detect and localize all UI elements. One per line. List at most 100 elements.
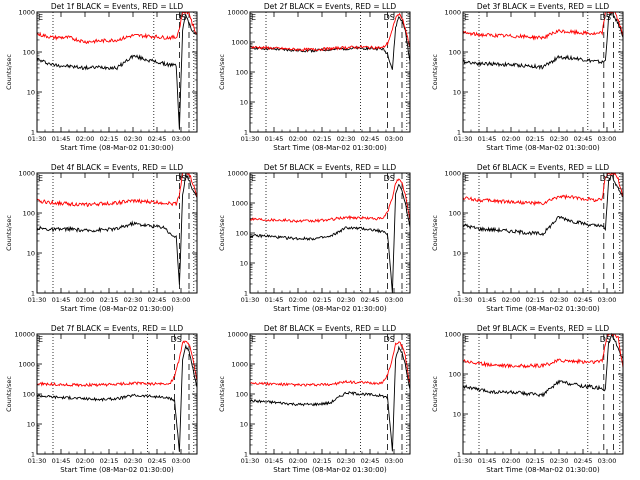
x-tick-label: 02:00 (76, 296, 95, 304)
x-tick-label: 02:00 (502, 135, 521, 143)
x-tick-label: 02:15 (313, 457, 332, 465)
corner-mark-e: E (38, 174, 43, 183)
panel-title: Det 1f BLACK = Events, RED = LLD (51, 2, 184, 11)
corner-mark-e: E (464, 13, 469, 22)
y-tick-label: 100 (236, 69, 248, 77)
y-tick-label: 10 (27, 421, 35, 429)
x-tick-label: 02:45 (361, 135, 380, 143)
series-line-events (249, 183, 411, 294)
x-tick-label: 03:00 (598, 135, 617, 143)
x-tick-label: 01:30 (241, 457, 260, 465)
y-tick-label: 1 (457, 129, 461, 137)
y-tick-label: 1 (457, 451, 461, 459)
plot-frame (462, 172, 624, 294)
corner-mark-e: E (251, 174, 256, 183)
x-tick-label: 03:00 (172, 457, 191, 465)
y-tick-label: 10 (240, 260, 248, 268)
y-tick-label: 1000 (231, 361, 248, 369)
chart-panel-1f: 1 10 100 1000 01:30 01:45 02:00 02:15 02:30 02:45… (5, 2, 198, 152)
x-axis-label: Start Time (08-Mar-02 01:30:00) (486, 466, 600, 474)
chart-panel-8f: 1 10 100 1000 10000 01:30 01:45 02:00 02:15 02:30… (218, 324, 411, 474)
x-tick-label: 01:30 (454, 135, 473, 143)
panel-title: Det 6f BLACK = Events, RED = LLD (477, 163, 610, 172)
corner-mark-ds: DS (600, 13, 611, 22)
y-axis-label: Counts/sec (5, 376, 13, 412)
y-tick-label: 1000 (231, 39, 248, 47)
x-tick-label: 02:30 (124, 135, 143, 143)
series-line-lld (249, 178, 411, 224)
y-axis-label: Counts/sec (218, 215, 226, 251)
corner-mark-ds: DS (384, 13, 395, 22)
y-tick-label: 1 (31, 451, 35, 459)
x-tick-label: 01:30 (454, 296, 473, 304)
y-tick-label: 1 (457, 290, 461, 298)
series-line-lld (462, 333, 624, 369)
panel-title: Det 9f BLACK = Events, RED = LLD (477, 324, 610, 333)
x-tick-label: 02:30 (124, 457, 143, 465)
panel-title: Det 3f BLACK = Events, RED = LLD (477, 2, 610, 11)
y-tick-label: 10 (27, 89, 35, 97)
corner-mark-e: E (464, 174, 469, 183)
y-tick-label: 1000 (444, 331, 461, 339)
series-line-lld (249, 12, 411, 53)
x-axis-label: Start Time (08-Mar-02 01:30:00) (60, 466, 174, 474)
panel-title: Det 5f BLACK = Events, RED = LLD (264, 163, 397, 172)
x-tick-label: 02:30 (337, 135, 356, 143)
x-tick-label: 02:00 (289, 296, 308, 304)
y-tick-label: 1 (244, 451, 248, 459)
corner-mark-ds: DS (171, 335, 182, 344)
x-tick-label: 02:30 (124, 296, 143, 304)
chart-panel-6f: 1 10 100 1000 01:30 01:45 02:00 02:15 02:30 02:45… (431, 163, 624, 313)
y-tick-label: 1 (31, 290, 35, 298)
x-tick-label: 02:45 (361, 457, 380, 465)
x-tick-label: 01:45 (52, 457, 71, 465)
x-tick-label: 02:45 (574, 296, 593, 304)
plot-frame (36, 11, 198, 133)
series-line-events (36, 173, 198, 285)
y-tick-label: 10 (240, 99, 248, 107)
y-tick-label: 100 (449, 371, 461, 379)
chart-panel-5f: 1 10 100 1000 10000 01:30 01:45 02:00 02:15 02:30… (218, 163, 411, 313)
x-tick-label: 02:15 (100, 296, 119, 304)
x-axis-label: Start Time (08-Mar-02 01:30:00) (486, 144, 600, 152)
x-tick-label: 01:30 (241, 296, 260, 304)
chart-panel-9f: 1 10 100 1000 01:30 01:45 02:00 02:15 02:30 02:45… (431, 324, 624, 474)
series-line-events (249, 16, 411, 70)
x-tick-label: 02:30 (550, 457, 569, 465)
x-tick-label: 02:15 (313, 135, 332, 143)
y-tick-label: 100 (449, 49, 461, 57)
y-tick-label: 1000 (444, 170, 461, 178)
x-tick-label: 02:30 (550, 296, 569, 304)
y-tick-label: 10 (453, 89, 461, 97)
y-tick-label: 100 (449, 210, 461, 218)
corner-mark-ds: DS (600, 174, 611, 183)
x-tick-label: 02:45 (148, 296, 167, 304)
y-tick-label: 10000 (14, 331, 35, 339)
corner-mark-ds: DS (384, 335, 395, 344)
y-tick-label: 100 (236, 391, 248, 399)
x-tick-label: 02:15 (526, 296, 545, 304)
x-tick-label: 02:00 (502, 296, 521, 304)
y-tick-label: 10 (27, 250, 35, 258)
corner-mark-e: E (464, 335, 469, 344)
y-tick-label: 1 (31, 129, 35, 137)
corner-mark-ds: DS (600, 335, 611, 344)
corner-mark-ds: DS (175, 13, 186, 22)
x-tick-label: 01:45 (265, 135, 284, 143)
x-tick-label: 01:45 (265, 296, 284, 304)
x-tick-label: 03:00 (385, 296, 404, 304)
x-tick-label: 01:30 (28, 135, 47, 143)
plot-frame (36, 172, 198, 294)
corner-mark-e: E (38, 13, 43, 22)
x-tick-label: 02:15 (526, 457, 545, 465)
y-tick-label: 1000 (18, 170, 35, 178)
x-tick-label: 02:15 (100, 457, 119, 465)
y-tick-label: 1 (244, 290, 248, 298)
chart-panel-3f: 1 10 100 1000 01:30 01:45 02:00 02:15 02:30 02:45… (431, 2, 624, 152)
plot-frame (249, 11, 411, 133)
series-line-events (462, 332, 624, 398)
y-tick-label: 10000 (227, 9, 248, 17)
panel-title: Det 4f BLACK = Events, RED = LLD (51, 163, 184, 172)
x-axis-label: Start Time (08-Mar-02 01:30:00) (273, 144, 387, 152)
x-tick-label: 02:45 (574, 457, 593, 465)
